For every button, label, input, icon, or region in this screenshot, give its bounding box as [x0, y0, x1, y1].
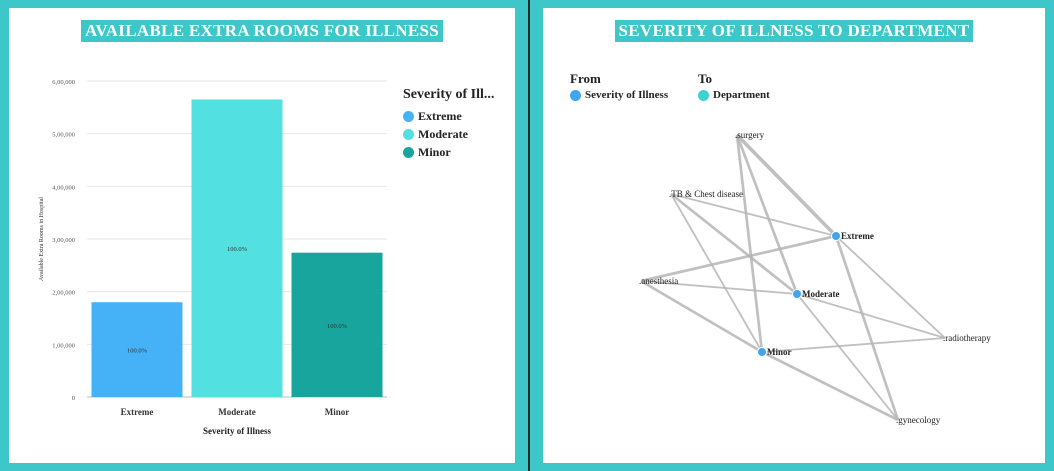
legend-to-item[interactable]: Department [698, 89, 770, 101]
legend-from-label: Severity of Illness [585, 89, 669, 101]
legend-title: Severity of Ill... [403, 87, 495, 102]
legend-from-item[interactable]: Severity of Illness [570, 89, 668, 101]
node-label-surgery: .surgery [735, 130, 765, 140]
data-label-minor: 100.0% [327, 323, 348, 330]
legend-item-extreme[interactable]: Extreme [403, 107, 513, 125]
edge-moderate-tb-chest-disease[interactable] [670, 192, 798, 296]
edge-extreme-radiotherapy[interactable] [835, 235, 946, 339]
network-legend-from: From Severity of Illness [570, 71, 668, 101]
edge-minor-surgery[interactable] [735, 134, 764, 353]
legend-label-minor: Minor [418, 144, 451, 159]
legend-from-header: From [570, 71, 601, 86]
legend-to-header: To [698, 71, 712, 86]
edge-moderate-anesthesia[interactable] [640, 280, 798, 295]
node-minor[interactable] [757, 347, 767, 357]
y-tick-label: 5,00,000 [52, 132, 75, 139]
data-label-extreme: 100.0% [127, 348, 148, 355]
edge-minor-anesthesia[interactable] [640, 279, 763, 354]
y-tick-label: 3,00,000 [52, 237, 75, 244]
x-tick-label-minor: Minor [325, 407, 350, 417]
legend-swatch-minor [403, 146, 414, 158]
edge-moderate-radiotherapy[interactable] [796, 293, 946, 339]
y-tick-label: 2,00,000 [52, 290, 75, 297]
y-tick-label: 0 [72, 395, 75, 402]
data-label-moderate: 100.0% [227, 246, 248, 253]
node-label-tb-chest-disease: .TB & Chest disease [669, 189, 743, 199]
edge-moderate-surgery[interactable] [735, 134, 799, 295]
x-axis-label: Severity of Illness [203, 426, 271, 436]
bar-extreme[interactable] [91, 302, 183, 397]
node-label-moderate: Moderate [802, 289, 839, 299]
edge-minor-radiotherapy[interactable] [761, 337, 946, 353]
y-tick-label: 4,00,000 [52, 184, 75, 191]
bar-chart-legend: Severity of Ill... Extreme Moderate Mino… [403, 87, 513, 161]
edge-minor-tb-chest-disease[interactable] [670, 193, 763, 353]
edge-moderate-gynecology[interactable] [796, 293, 899, 421]
node-label-minor: Minor [767, 347, 792, 357]
legend-item-moderate[interactable]: Moderate [403, 125, 513, 143]
bar-chart: 0 1,00,000 2,00,000 3,00,000 4,00,000 5,00,00… [39, 79, 387, 436]
panel-divider [528, 0, 530, 471]
legend-label-moderate: Moderate [418, 126, 468, 141]
edge-extreme-gynecology[interactable] [834, 235, 900, 421]
bar-moderate[interactable] [191, 99, 283, 397]
network-legend-to: To Department [698, 71, 770, 101]
legend-label-extreme: Extreme [418, 108, 462, 123]
edge-extreme-surgery[interactable] [735, 133, 838, 238]
network-chart-panel: SEVERITY OF ILLNESS TO DEPARTMENT From S… [543, 8, 1045, 463]
node-extreme[interactable] [831, 231, 841, 241]
x-tick-label-extreme: Extreme [121, 407, 154, 417]
legend-from-swatch [570, 89, 581, 101]
node-label-gynecology: .gynecology [896, 415, 941, 425]
edge-extreme-tb-chest-disease[interactable] [670, 193, 837, 237]
edge-minor-gynecology[interactable] [761, 350, 899, 422]
edges [640, 133, 946, 422]
node-label-extreme: Extreme [841, 231, 874, 241]
legend-swatch-moderate [403, 128, 414, 140]
y-tick-label: 6,00,000 [52, 79, 75, 86]
network-chart: .surgery .TB & Chest disease .anesthesia .r… [639, 130, 991, 425]
x-tick-label-moderate: Moderate [218, 407, 255, 417]
node-label-anesthesia: .anesthesia [639, 276, 678, 286]
network-chart-title: SEVERITY OF ILLNESS TO DEPARTMENT [614, 20, 974, 42]
legend-to-swatch [698, 89, 709, 101]
legend-swatch-extreme [403, 110, 414, 122]
edge-extreme-anesthesia[interactable] [640, 234, 837, 283]
legend-item-minor[interactable]: Minor [403, 143, 513, 161]
node-label-radiotherapy: .radiotherapy [943, 333, 991, 343]
y-tick-label: 1,00,000 [52, 342, 75, 349]
bar-chart-panel: AVAILABLE EXTRA ROOMS FOR ILLNESS 0 1,00,… [9, 8, 515, 463]
bar-minor[interactable] [291, 252, 383, 397]
node-moderate[interactable] [792, 289, 802, 299]
legend-to-label: Department [713, 89, 770, 101]
y-axis-label: Available Extra Rooms in Hospital [39, 197, 45, 281]
bar-chart-title: AVAILABLE EXTRA ROOMS FOR ILLNESS [80, 20, 444, 42]
